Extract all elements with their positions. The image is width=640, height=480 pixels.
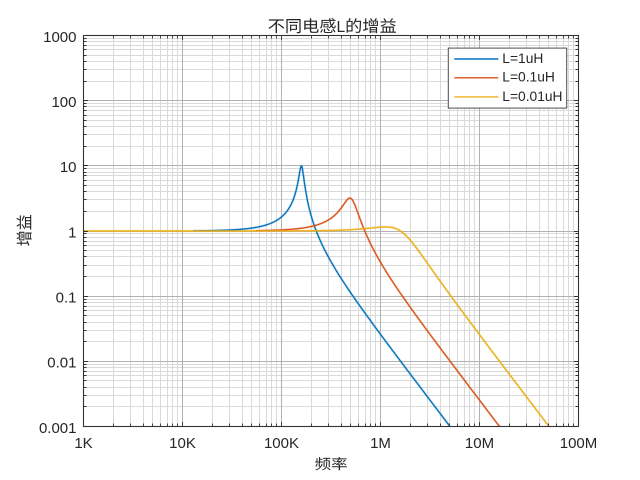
svg-text:L=1uH: L=1uH — [502, 51, 543, 66]
svg-text:L: L — [337, 19, 346, 36]
svg-text:10M: 10M — [465, 435, 494, 452]
svg-text:0.1: 0.1 — [56, 290, 77, 307]
svg-text:0.001: 0.001 — [39, 420, 77, 437]
svg-text:1: 1 — [68, 224, 76, 241]
svg-text:10: 10 — [60, 159, 77, 176]
svg-text:L=0.1uH: L=0.1uH — [502, 70, 555, 85]
svg-text:1M: 1M — [370, 435, 391, 452]
svg-text:1K: 1K — [74, 435, 92, 452]
svg-text:100: 100 — [51, 94, 76, 111]
svg-text:1000: 1000 — [43, 29, 76, 46]
svg-text:L=0.01uH: L=0.01uH — [502, 89, 562, 104]
svg-text:100M: 100M — [560, 435, 598, 452]
svg-text:10K: 10K — [169, 435, 196, 452]
svg-text:0.01: 0.01 — [47, 355, 76, 372]
svg-text:100K: 100K — [264, 435, 299, 452]
